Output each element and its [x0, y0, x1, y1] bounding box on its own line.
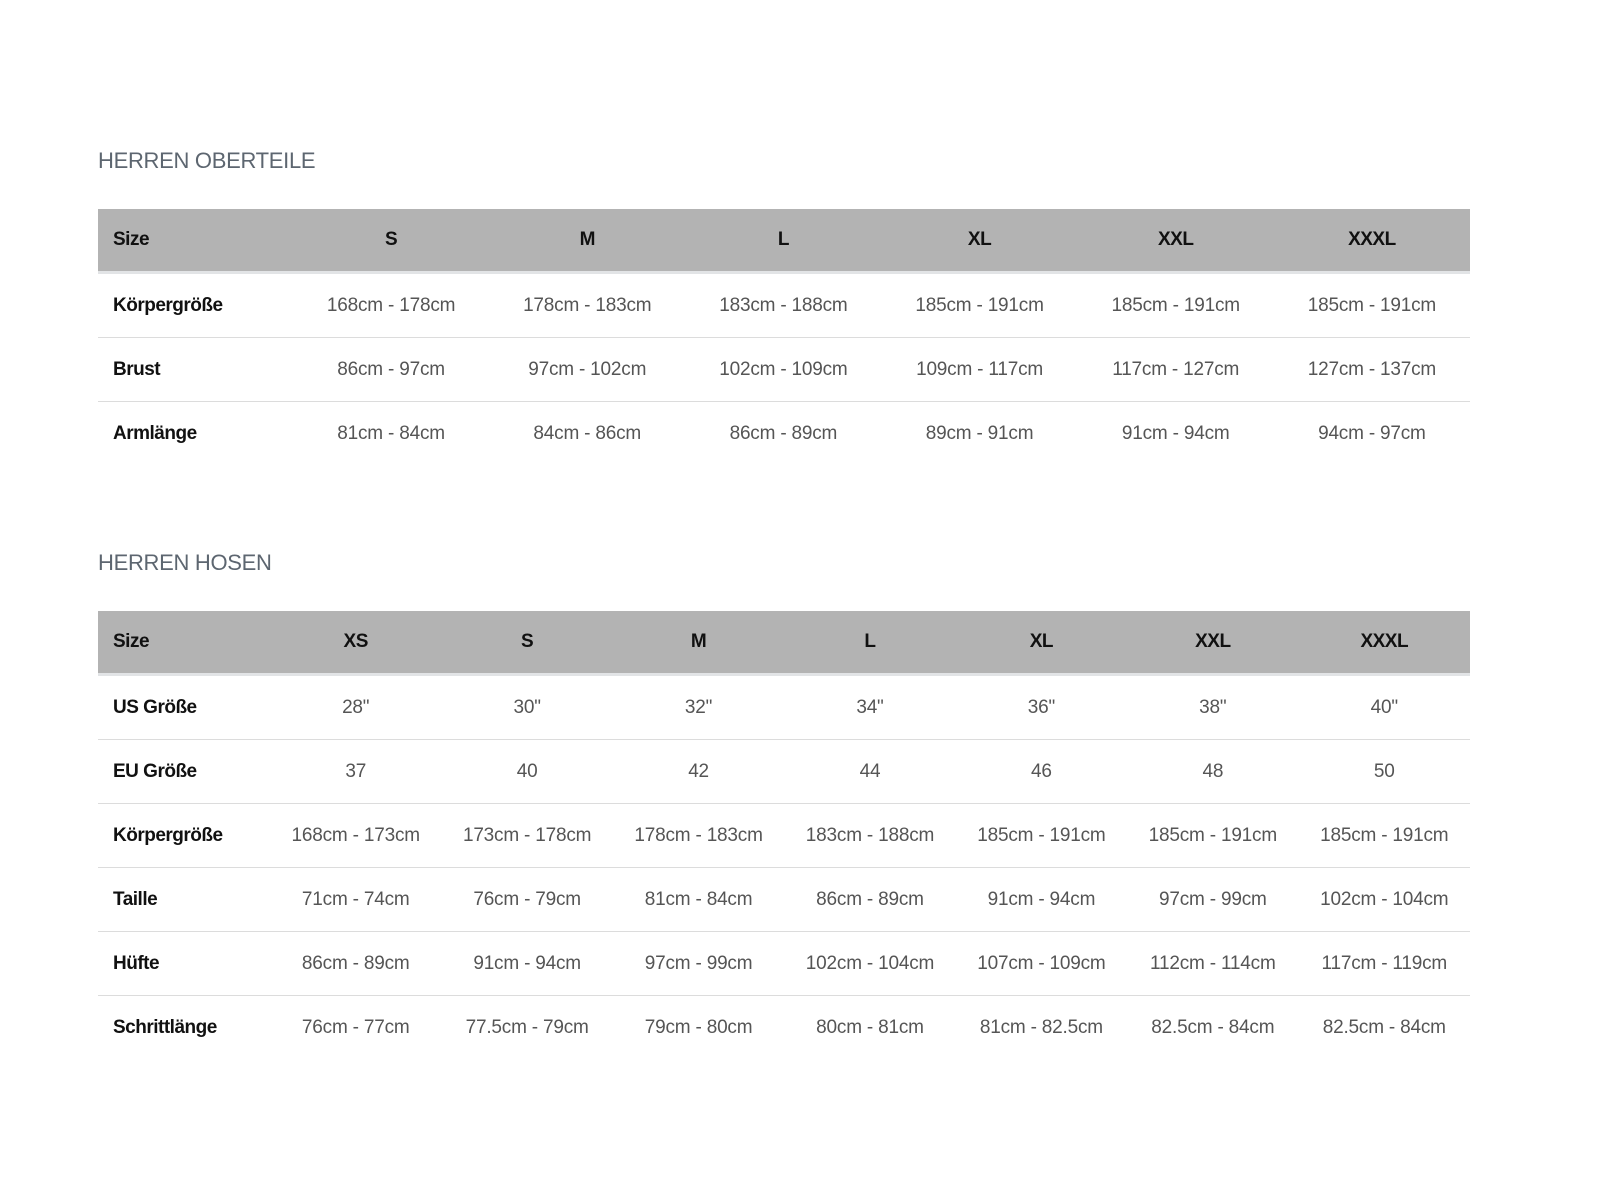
table-cell: 36" [955, 674, 1128, 740]
table-cell: 81cm - 84cm [337, 422, 445, 444]
table-cell: 89cm - 91cm [925, 422, 1034, 444]
table-cell: 81cm - 82.5cm [979, 1016, 1103, 1038]
row-label: Taille [98, 867, 270, 932]
size-column-header: S [441, 611, 613, 676]
table-cell: 71cm - 74cm [270, 867, 442, 932]
size-column-header: XL [955, 611, 1128, 676]
table-cell: 97cm - 99cm [612, 931, 785, 996]
table-cell: 117cm - 127cm [1077, 337, 1274, 402]
table-cell: 112cm - 114cm [1127, 931, 1299, 996]
table-cell: 109cm - 117cm [881, 337, 1078, 402]
tops-title: HERREN OBERTEILE [98, 148, 316, 173]
row-label: Hüfte [98, 931, 270, 996]
table-cell: 76cm - 77cm [301, 1016, 410, 1038]
table-cell: 178cm - 183cm [612, 803, 785, 868]
size-column-header: XL [881, 209, 1078, 274]
table-cell: 86cm - 89cm [729, 422, 838, 444]
table-cell: 86cm - 89cm [270, 931, 442, 996]
size-column-header: XXXL [1298, 611, 1470, 676]
table-cell: 82.5cm - 84cm [1322, 1016, 1446, 1038]
table-row: EU Größe 37 40 42 44 46 48 50 [98, 739, 1470, 804]
header-row: Size XS S M L XL XXL XXXL [98, 611, 1470, 676]
pants-title: HERREN HOSEN [98, 550, 272, 575]
table-cell: 168cm - 173cm [270, 803, 442, 868]
table-cell: 40" [1298, 674, 1470, 740]
row-label: Brust [98, 337, 293, 402]
row-label: US Größe [98, 674, 270, 740]
table-cell: 80cm - 81cm [816, 1016, 924, 1038]
table-row: Hüfte 86cm - 89cm 91cm - 94cm 97cm - 99cm 10… [98, 931, 1470, 996]
table-row: Armlänge 81cm - 84cm 84cm - 86cm 86cm - 89c… [98, 402, 1470, 466]
table-cell: 32" [612, 674, 785, 740]
table-cell: 107cm - 109cm [955, 931, 1128, 996]
table-cell: 86cm - 97cm [293, 337, 490, 402]
table-row: Körpergröße 168cm - 178cm 178cm - 183cm 183… [98, 272, 1470, 338]
row-label: Schrittlänge [113, 1016, 217, 1038]
size-column-header: XXL [1077, 209, 1274, 274]
table-cell: 178cm - 183cm [489, 272, 686, 338]
size-column-header: XS [270, 611, 442, 676]
table-cell: 44 [784, 739, 956, 804]
table-cell: 185cm - 191cm [1127, 803, 1299, 868]
size-header: Size [98, 209, 293, 274]
table-cell: 91cm - 94cm [441, 931, 613, 996]
table-cell: 97cm - 102cm [489, 337, 686, 402]
table-cell: 185cm - 191cm [1298, 803, 1470, 868]
table-cell: 127cm - 137cm [1273, 337, 1470, 402]
table-cell: 117cm - 119cm [1298, 931, 1470, 996]
table-row: Taille 71cm - 74cm 76cm - 79cm 81cm - 84cm 8… [98, 867, 1470, 932]
table-cell: 50 [1298, 739, 1470, 804]
table-cell: 173cm - 178cm [441, 803, 613, 868]
table-cell: 183cm - 188cm [685, 272, 882, 338]
table-cell: 76cm - 79cm [441, 867, 613, 932]
table-cell: 185cm - 191cm [881, 272, 1078, 338]
size-column-header: XXXL [1273, 209, 1470, 274]
tops-size-table: Size S M L XL XXL XXXL Körpergröße 168cm - 178cm… [98, 209, 1470, 465]
table-cell: 185cm - 191cm [1077, 272, 1274, 338]
table-cell: 86cm - 89cm [784, 867, 956, 932]
table-cell: 183cm - 188cm [784, 803, 956, 868]
table-cell: 37 [270, 739, 442, 804]
row-label: Körpergröße [98, 272, 293, 338]
table-cell: 102cm - 109cm [685, 337, 882, 402]
table-row: Körpergröße 168cm - 173cm 173cm - 178cm 178… [98, 803, 1470, 868]
row-label: Körpergröße [98, 803, 270, 868]
size-column-header: M [489, 209, 686, 274]
table-cell: 46 [955, 739, 1128, 804]
size-column-header: L [685, 209, 882, 274]
table-cell: 185cm - 191cm [1273, 272, 1470, 338]
table-cell: 97cm - 99cm [1127, 867, 1299, 932]
table-cell: 81cm - 84cm [612, 867, 785, 932]
table-cell: 91cm - 94cm [1121, 422, 1230, 444]
table-row: US Größe 28" 30" 32" 34" 36" 38" 40" [98, 674, 1470, 740]
table-row: Schrittlänge 76cm - 77cm 77.5cm - 79cm 79cm… [98, 996, 1470, 1060]
table-cell: 185cm - 191cm [955, 803, 1128, 868]
table-cell: 168cm - 178cm [293, 272, 490, 338]
table-cell: 48 [1127, 739, 1299, 804]
table-cell: 40 [441, 739, 613, 804]
table-cell: 34" [784, 674, 956, 740]
pants-size-table: Size XS S M L XL XXL XXXL US Größe 28" 30" 32" 34" 36… [98, 611, 1470, 1059]
table-row: Brust 86cm - 97cm 97cm - 102cm 102cm - 109c… [98, 337, 1470, 402]
row-label: EU Größe [98, 739, 270, 804]
table-cell: 94cm - 97cm [1318, 422, 1426, 444]
size-column-header: L [784, 611, 956, 676]
size-column-header: S [293, 209, 490, 274]
size-column-header: M [612, 611, 785, 676]
row-label: Armlänge [113, 422, 197, 444]
table-cell: 38" [1127, 674, 1299, 740]
table-cell: 30" [441, 674, 613, 740]
header-row: Size S M L XL XXL XXXL [98, 209, 1470, 274]
table-cell: 102cm - 104cm [784, 931, 956, 996]
table-cell: 84cm - 86cm [533, 422, 642, 444]
table-cell: 42 [612, 739, 785, 804]
size-column-header: XXL [1127, 611, 1299, 676]
table-cell: 79cm - 80cm [644, 1016, 753, 1038]
table-cell: 102cm - 104cm [1298, 867, 1470, 932]
size-header: Size [98, 611, 270, 676]
table-cell: 77.5cm - 79cm [465, 1016, 589, 1038]
table-cell: 28" [270, 674, 442, 740]
table-cell: 82.5cm - 84cm [1151, 1016, 1275, 1038]
table-cell: 91cm - 94cm [955, 867, 1128, 932]
